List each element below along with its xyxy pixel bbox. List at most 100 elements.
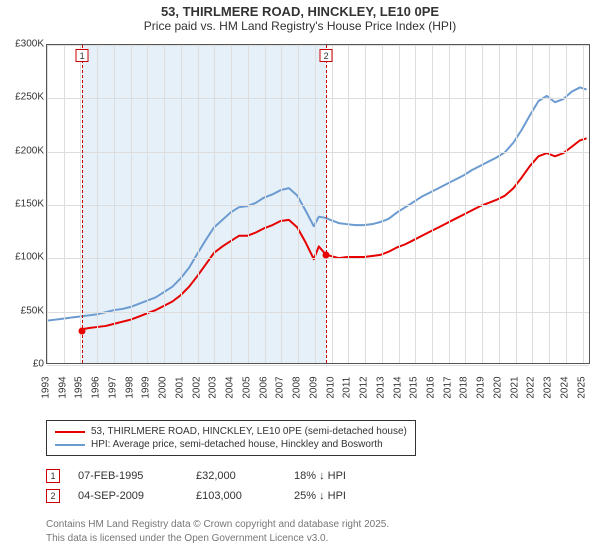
legend-swatch-hpi [55, 444, 85, 446]
x-axis-label: 2005 [241, 376, 252, 398]
x-gridline [516, 45, 517, 363]
footnote: Contains HM Land Registry data © Crown c… [46, 518, 389, 545]
x-axis-label: 2009 [308, 376, 319, 398]
x-gridline [532, 45, 533, 363]
sale-vertical-line [82, 45, 83, 363]
sale-marker-2-icon: 2 [320, 49, 333, 62]
legend-swatch-price-paid [55, 431, 85, 433]
legend-item-price-paid: 53, THIRLMERE ROAD, HINCKLEY, LE10 0PE (… [55, 425, 407, 438]
y-gridline [47, 258, 589, 259]
x-gridline [566, 45, 567, 363]
sale-marker-2-icon: 2 [46, 489, 60, 503]
x-gridline [415, 45, 416, 363]
x-axis-label: 2020 [492, 376, 503, 398]
x-gridline [181, 45, 182, 363]
x-gridline [332, 45, 333, 363]
y-axis-label: £50K [0, 305, 44, 316]
x-gridline [231, 45, 232, 363]
x-axis-label: 2001 [174, 376, 185, 398]
x-axis-label: 2016 [425, 376, 436, 398]
y-gridline [47, 312, 589, 313]
x-gridline [382, 45, 383, 363]
x-axis-label: 1993 [41, 376, 52, 398]
x-axis-label: 2010 [325, 376, 336, 398]
title-line1: 53, THIRLMERE ROAD, HINCKLEY, LE10 0PE [0, 4, 600, 19]
x-axis-label: 1994 [57, 376, 68, 398]
x-gridline [131, 45, 132, 363]
x-gridline [315, 45, 316, 363]
x-gridline [198, 45, 199, 363]
y-gridline [47, 205, 589, 206]
x-axis-label: 2025 [576, 376, 587, 398]
x-axis-label: 2024 [559, 376, 570, 398]
x-gridline [47, 45, 48, 363]
legend: 53, THIRLMERE ROAD, HINCKLEY, LE10 0PE (… [46, 420, 416, 456]
chart-title-block: 53, THIRLMERE ROAD, HINCKLEY, LE10 0PE P… [0, 0, 600, 33]
x-gridline [64, 45, 65, 363]
sales-list: 1 07-FEB-1995 £32,000 18% ↓ HPI 2 04-SEP… [46, 466, 404, 506]
x-gridline [114, 45, 115, 363]
y-axis-label: £100K [0, 252, 44, 263]
x-axis-label: 2002 [191, 376, 202, 398]
x-gridline [365, 45, 366, 363]
x-axis-label: 2021 [509, 376, 520, 398]
y-gridline [47, 152, 589, 153]
y-gridline [47, 45, 589, 46]
legend-item-hpi: HPI: Average price, semi-detached house,… [55, 438, 407, 451]
x-gridline [465, 45, 466, 363]
sale-dot [79, 327, 86, 334]
footnote-line1: Contains HM Land Registry data © Crown c… [46, 518, 389, 532]
x-axis-label: 2019 [476, 376, 487, 398]
x-axis-label: 2018 [459, 376, 470, 398]
x-axis-label: 1999 [141, 376, 152, 398]
y-gridline [47, 98, 589, 99]
x-axis-label: 2000 [158, 376, 169, 398]
series-line-price_paid [83, 138, 587, 329]
sale-date: 07-FEB-1995 [78, 470, 178, 482]
x-axis-label: 2014 [392, 376, 403, 398]
sale-dot [323, 252, 330, 259]
sale-date: 04-SEP-2009 [78, 490, 178, 502]
x-gridline [432, 45, 433, 363]
x-axis-label: 2022 [526, 376, 537, 398]
sale-diff: 25% ↓ HPI [294, 490, 404, 502]
x-gridline [147, 45, 148, 363]
x-gridline [97, 45, 98, 363]
chart: 12 £0£50K£100K£150K£200K£250K£300K199319… [0, 38, 600, 398]
line-series-svg [47, 45, 589, 363]
x-axis-label: 2013 [375, 376, 386, 398]
x-gridline [214, 45, 215, 363]
footnote-line2: This data is licensed under the Open Gov… [46, 532, 389, 546]
x-gridline [399, 45, 400, 363]
x-gridline [449, 45, 450, 363]
x-gridline [583, 45, 584, 363]
x-gridline [499, 45, 500, 363]
x-gridline [482, 45, 483, 363]
x-gridline [248, 45, 249, 363]
title-line2: Price paid vs. HM Land Registry's House … [0, 19, 600, 33]
legend-label-hpi: HPI: Average price, semi-detached house,… [91, 439, 383, 450]
x-axis-label: 1998 [124, 376, 135, 398]
y-axis-label: £250K [0, 92, 44, 103]
plot-area: 12 [46, 44, 590, 364]
x-axis-label: 2011 [342, 377, 353, 399]
y-gridline [47, 365, 589, 366]
legend-label-price-paid: 53, THIRLMERE ROAD, HINCKLEY, LE10 0PE (… [91, 426, 407, 437]
x-gridline [164, 45, 165, 363]
x-axis-label: 2023 [543, 376, 554, 398]
x-gridline [549, 45, 550, 363]
x-axis-label: 2012 [359, 376, 370, 398]
x-axis-label: 2006 [258, 376, 269, 398]
x-axis-label: 1995 [74, 376, 85, 398]
series-line-hpi [48, 87, 587, 320]
sale-price: £103,000 [196, 490, 276, 502]
y-axis-label: £0 [0, 359, 44, 370]
x-axis-label: 1996 [91, 376, 102, 398]
x-gridline [281, 45, 282, 363]
x-axis-label: 2007 [275, 376, 286, 398]
y-axis-label: £200K [0, 145, 44, 156]
sale-marker-1-icon: 1 [46, 469, 60, 483]
x-axis-label: 1997 [107, 376, 118, 398]
x-axis-label: 2015 [409, 376, 420, 398]
x-axis-label: 2003 [208, 376, 219, 398]
